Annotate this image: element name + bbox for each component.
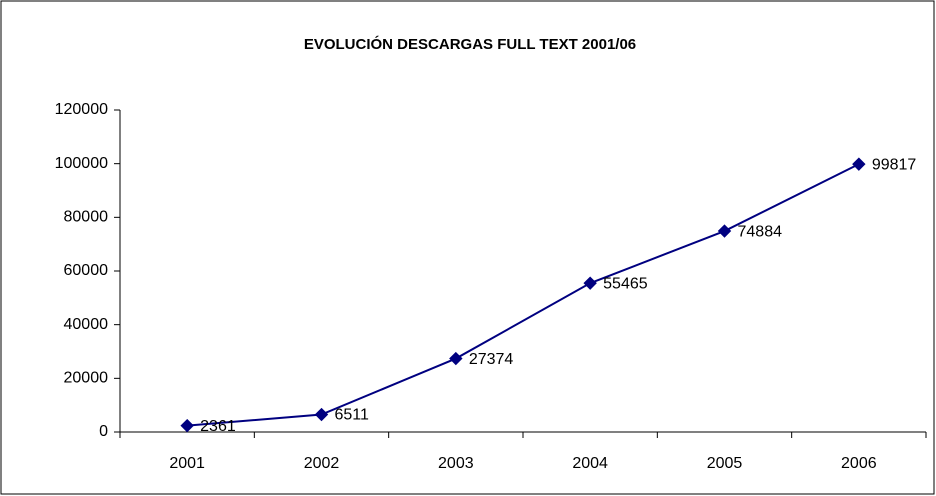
y-tick-label: 80000: [64, 209, 109, 226]
y-tick-label: 0: [99, 423, 108, 440]
x-tick-label: 2003: [438, 455, 474, 472]
data-label: 27374: [469, 351, 514, 368]
data-label: 2361: [200, 418, 236, 435]
y-tick-label: 60000: [64, 262, 109, 279]
y-tick-label: 20000: [64, 370, 109, 387]
data-label: 6511: [335, 407, 370, 424]
marker: [180, 418, 194, 433]
marker: [852, 157, 866, 171]
data-label: 74884: [738, 223, 783, 240]
marker: [449, 351, 463, 366]
marker: [717, 224, 732, 238]
marker: [583, 276, 597, 290]
y-tick-label: 40000: [64, 316, 109, 333]
line: [187, 163, 860, 427]
chart-title: EVOLUCIÓN DESCARGAS FULL TEXT 2001/06: [304, 35, 636, 53]
x-tick-label: 2004: [572, 455, 608, 472]
x-tick-label: 2001: [169, 455, 205, 472]
marker: [314, 407, 329, 422]
y-tick-label: 100000: [55, 155, 108, 172]
y-tick-label: 120000: [55, 101, 108, 118]
x-tick-label: 2006: [841, 455, 877, 472]
data-label: 99817: [872, 156, 917, 173]
data-label: 55465: [603, 275, 648, 292]
x-tick-label: 2005: [707, 455, 743, 472]
x-tick-label: 2002: [304, 455, 340, 472]
